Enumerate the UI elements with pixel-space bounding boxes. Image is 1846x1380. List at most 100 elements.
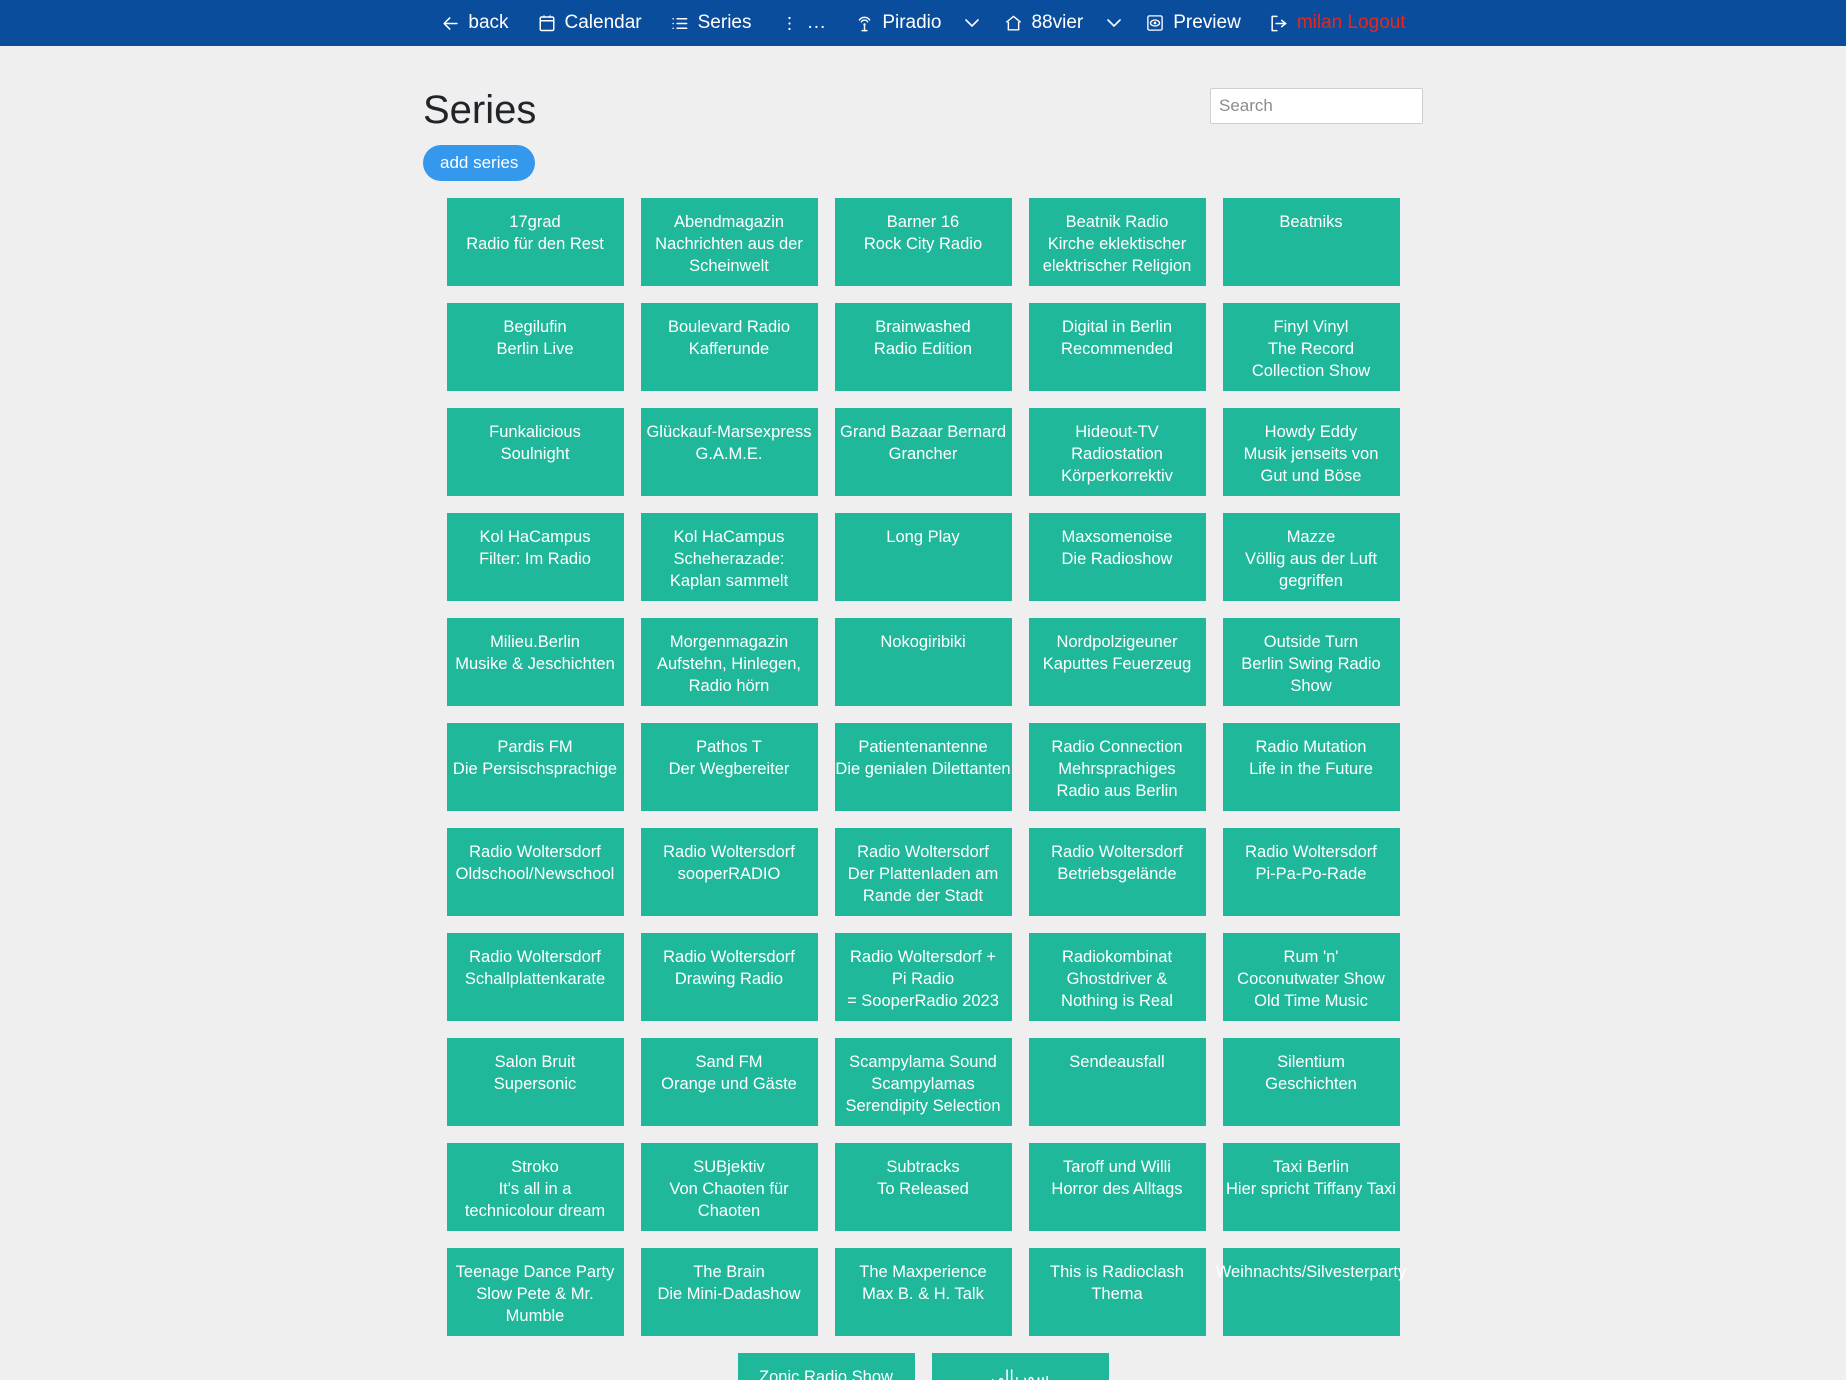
series-title: Kol HaCampus: [479, 528, 591, 547]
series-tile[interactable]: Outside Turn Berlin Swing Radio Show: [1222, 618, 1400, 707]
series-subtitle: To Released: [877, 1180, 969, 1199]
series-tile[interactable]: The Maxperience Max B. & H. Talk: [834, 1248, 1012, 1337]
series-tile[interactable]: Radio Woltersdorf Schallplattenkarate: [446, 933, 624, 1022]
series-subtitle: Orange und Gäste: [661, 1075, 797, 1094]
series-tile[interactable]: Milieu.Berlin Musike & Jeschichten: [446, 618, 624, 707]
series-subtitle: Die genialen Dilettanten: [835, 760, 1011, 779]
series-tile[interactable]: Digital in Berlin Recommended: [1028, 303, 1206, 392]
series-title: سوريالي: [990, 1368, 1050, 1380]
series-tile[interactable]: Abendmagazin Nachrichten aus der Scheinwe…: [640, 198, 818, 287]
series-tile[interactable]: Maxsomenoise Die Radioshow: [1028, 513, 1206, 602]
nav-preview[interactable]: Preview: [1131, 0, 1255, 46]
series-title: Boulevard Radio: [668, 318, 790, 337]
series-tile[interactable]: Beatnik Radio Kirche eklektischer elektri…: [1028, 198, 1206, 287]
series-tile[interactable]: Beatniks: [1222, 198, 1400, 287]
series-tile[interactable]: Stroko It's all in a technicolour dream: [446, 1143, 624, 1232]
series-subtitle: G.A.M.E.: [695, 445, 763, 464]
series-tile[interactable]: Morgenmagazin Aufstehn, Hinlegen, Radio h…: [640, 618, 818, 707]
series-tile[interactable]: Sendeausfall: [1028, 1038, 1206, 1127]
series-tile[interactable]: Boulevard Radio Kafferunde: [640, 303, 818, 392]
series-tile[interactable]: 17grad Radio für den Rest: [446, 198, 624, 287]
series-tile[interactable]: Radiokombinat Ghostdriver & Nothing is Re…: [1028, 933, 1206, 1022]
series-subtitle: Geschichten: [1265, 1075, 1357, 1094]
add-series-wrap: add series: [423, 145, 1423, 182]
series-tile[interactable]: Taxi Berlin Hier spricht Tiffany Taxi: [1222, 1143, 1400, 1232]
series-tile[interactable]: Kol HaCampus Scheherazade: Kaplan sammelt: [640, 513, 818, 602]
series-subtitle: Filter: Im Radio: [479, 550, 591, 569]
add-series-button[interactable]: add series: [423, 145, 536, 182]
series-tile[interactable]: Teenage Dance Party Slow Pete & Mr. Mumbl…: [446, 1248, 624, 1337]
series-title: Long Play: [886, 528, 960, 547]
series-tile[interactable]: Radio Woltersdorf Drawing Radio: [640, 933, 818, 1022]
series-tile[interactable]: Sand FM Orange und Gäste: [640, 1038, 818, 1127]
series-tile[interactable]: Radio Mutation Life in the Future: [1222, 723, 1400, 812]
series-subtitle: Hier spricht Tiffany Taxi: [1226, 1180, 1396, 1199]
series-tile[interactable]: Radio Woltersdorf Der Plattenladen am Ran…: [834, 828, 1012, 917]
series-title: The Brain: [693, 1263, 765, 1282]
series-subtitle: Die Radioshow: [1061, 550, 1173, 569]
series-tile[interactable]: Begilufin Berlin Live: [446, 303, 624, 392]
series-tile[interactable]: Radio Woltersdorf Betriebsgelände: [1028, 828, 1206, 917]
series-tile[interactable]: Funkalicious Soulnight: [446, 408, 624, 497]
series-title: Digital in Berlin: [1061, 318, 1173, 337]
series-tile[interactable]: Pathos T Der Wegbereiter: [640, 723, 818, 812]
series-subtitle: sooperRADIO: [677, 865, 781, 884]
series-tile[interactable]: Silentium Geschichten: [1222, 1038, 1400, 1127]
series-tile[interactable]: Radio Woltersdorf sooperRADIO: [640, 828, 818, 917]
nav-logout[interactable]: milan Logout: [1255, 0, 1420, 46]
nav-piradio[interactable]: Piradio: [840, 0, 955, 46]
nav-series[interactable]: Series: [656, 0, 766, 46]
series-tile[interactable]: سورياليسورمانيا: [931, 1353, 1109, 1380]
nav-calendar-label: Calendar: [564, 12, 642, 33]
series-tile[interactable]: Finyl Vinyl The Record Collection Show: [1222, 303, 1400, 392]
series-tile[interactable]: Patientenantenne Die genialen Dilettanten: [834, 723, 1012, 812]
piradio-dropdown-caret[interactable]: [955, 0, 989, 46]
series-tile[interactable]: Radio Woltersdorf Oldschool/Newschool: [446, 828, 624, 917]
series-tile[interactable]: Scampylama Sound Scampylamas Serendipity …: [834, 1038, 1012, 1127]
series-tile[interactable]: SUBjektiv Von Chaoten für Chaoten: [640, 1143, 818, 1232]
series-tile[interactable]: Glückauf-Marsexpress G.A.M.E.: [640, 408, 818, 497]
search-input[interactable]: [1210, 88, 1423, 124]
nav-back[interactable]: back: [426, 0, 522, 46]
series-tile[interactable]: Grand Bazaar Bernard Grancher: [834, 408, 1012, 497]
series-subtitle: = SooperRadio 2023: [847, 992, 999, 1011]
page-title: Series: [423, 88, 537, 132]
series-tile[interactable]: Long Play: [834, 513, 1012, 602]
series-subtitle: Scampylamas Serendipity Selection: [845, 1075, 1001, 1116]
series-title: Pathos T: [696, 738, 762, 757]
nav-calendar[interactable]: Calendar: [523, 0, 656, 46]
series-tile[interactable]: Nordpolzigeuner Kaputtes Feuerzeug: [1028, 618, 1206, 707]
series-tile[interactable]: Nokogiribiki: [834, 618, 1012, 707]
series-tile[interactable]: Pardis FM Die Persischsprachige: [446, 723, 624, 812]
series-tile[interactable]: Radio Woltersdorf Pi-Pa-Po-Rade: [1222, 828, 1400, 917]
series-tile[interactable]: Weihnachts/Silvesterparty: [1216, 1248, 1406, 1337]
series-tile[interactable]: The Brain Die Mini-Dadashow: [640, 1248, 818, 1337]
series-tile[interactable]: Brainwashed Radio Edition: [834, 303, 1012, 392]
nav-station[interactable]: 88vier: [989, 0, 1097, 46]
nav-preview-label: Preview: [1173, 12, 1241, 33]
series-title: Milieu.Berlin: [490, 633, 580, 652]
series-tile[interactable]: Taroff und Willi Horror des Alltags: [1028, 1143, 1206, 1232]
series-tile[interactable]: Mazze Völlig aus der Luft gegriffen: [1222, 513, 1400, 602]
series-title: Silentium: [1277, 1053, 1345, 1072]
nav-back-label: back: [468, 12, 509, 33]
series-subtitle: Pi-Pa-Po-Rade: [1255, 865, 1367, 884]
series-tile[interactable]: Radio Woltersdorf + Pi Radio = SooperRadi…: [834, 933, 1012, 1022]
series-tile[interactable]: Kol HaCampus Filter: Im Radio: [446, 513, 624, 602]
series-tile[interactable]: Zonic Radio Show SüdFür Randhörer und Ku…: [737, 1353, 915, 1380]
series-title: Abendmagazin: [673, 213, 785, 232]
series-tile[interactable]: Subtracks To Released: [834, 1143, 1012, 1232]
series-tile[interactable]: This is Radioclash Thema: [1028, 1248, 1206, 1337]
series-tile[interactable]: Hideout-TV Radiostation Körperkorrektiv: [1028, 408, 1206, 497]
series-tile[interactable]: Salon Bruit Supersonic: [446, 1038, 624, 1127]
series-subtitle: Life in the Future: [1249, 760, 1373, 779]
series-title: Teenage Dance Party: [455, 1263, 615, 1282]
station-dropdown-caret[interactable]: [1097, 0, 1131, 46]
series-tile[interactable]: Howdy Eddy Musik jenseits von Gut und Bös…: [1222, 408, 1400, 497]
series-title: Weihnachts/Silvesterparty: [1215, 1263, 1407, 1282]
nav-more[interactable]: ...: [765, 0, 840, 46]
series-tile[interactable]: Barner 16 Rock City Radio: [834, 198, 1012, 287]
series-subtitle: Von Chaoten für Chaoten: [669, 1180, 789, 1221]
series-tile[interactable]: Rum 'n' Coconutwater Show Old Time Music: [1222, 933, 1400, 1022]
series-tile[interactable]: Radio Connection Mehrsprachiges Radio aus…: [1028, 723, 1206, 812]
